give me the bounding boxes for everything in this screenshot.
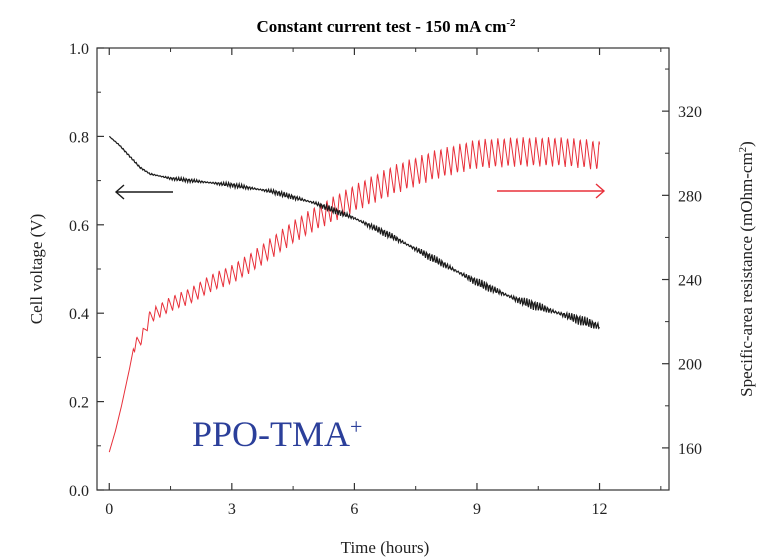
y-left-tick-label: 0.8 (69, 129, 89, 146)
y-left-tick-label: 0.6 (69, 218, 89, 235)
x-tick-label: 0 (105, 501, 113, 518)
plot-frame (96, 47, 670, 491)
x-tick-label: 9 (473, 501, 481, 518)
y-left-axis-label: Cell voltage (V) (27, 214, 46, 324)
resistance-axis-arrow (497, 183, 606, 199)
y-right-tick-label: 160 (678, 441, 702, 458)
chart-title: Constant current test - 150 mA cm-2 (256, 17, 516, 36)
y-right-tick-label: 200 (678, 357, 702, 374)
y-right-tick-label: 320 (678, 104, 702, 121)
voltage-axis-arrow (114, 184, 173, 200)
y-left-tick-label: 1.0 (69, 41, 89, 58)
y-left-tick-label: 0.4 (69, 306, 89, 323)
series-voltage-line (108, 135, 600, 330)
y-left-tick-label: 0.2 (69, 395, 89, 412)
y-right-tick-label: 280 (678, 188, 702, 205)
y-right-axis-label: Specific-area resistance (mOhm-cm2) (737, 141, 756, 397)
x-tick-label: 12 (592, 501, 608, 518)
series-resistance-line (108, 137, 601, 453)
x-axis-label: Time (hours) (341, 538, 430, 557)
x-tick-label: 6 (350, 501, 358, 518)
y-right-tick-label: 240 (678, 273, 702, 290)
series-layer (108, 135, 601, 453)
y-left-tick-label: 0.0 (69, 483, 89, 500)
annotation-label: PPO-TMA+ (192, 414, 362, 455)
axes-layer: 0 3 6 9 12 0.0 0.2 0.4 0.6 0.8 1.0 160 200 240 280 320 (69, 41, 702, 518)
x-tick-label: 3 (228, 501, 236, 518)
